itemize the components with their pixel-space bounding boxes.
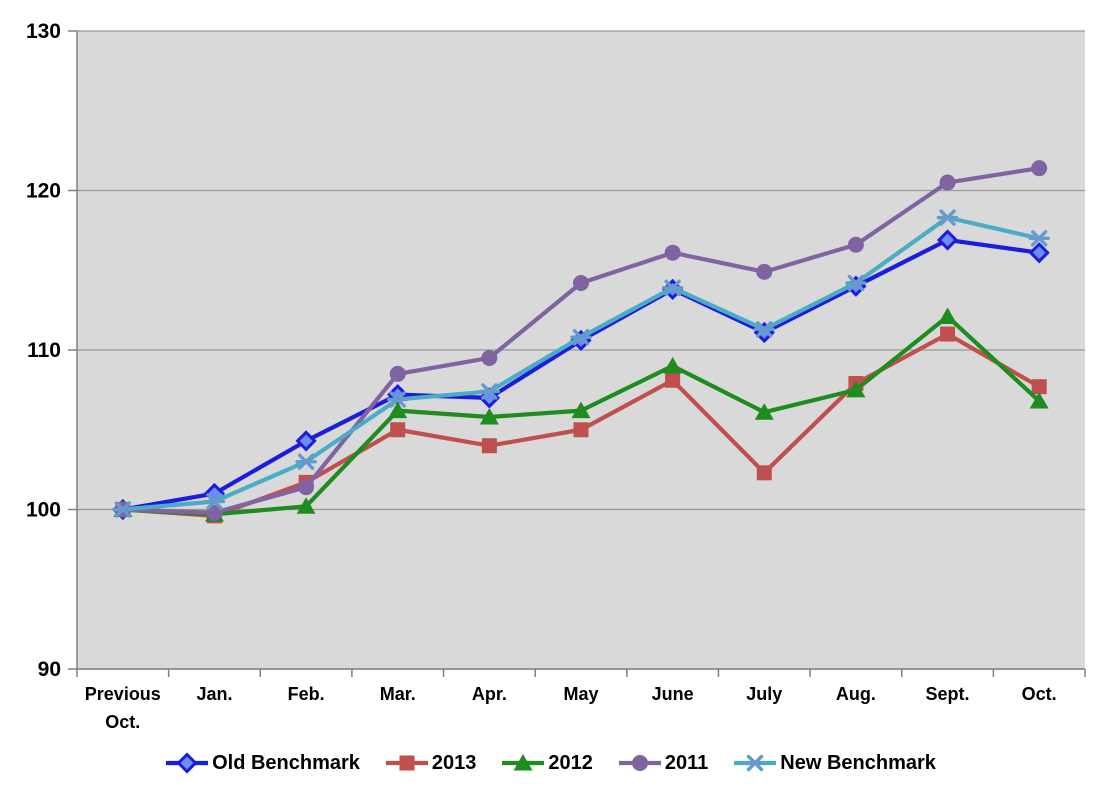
legend-label: 2012 bbox=[548, 751, 593, 774]
x-tick-label: Oct. bbox=[1022, 684, 1057, 704]
data-point-2011-7 bbox=[756, 263, 773, 280]
y-tick-label: 110 bbox=[27, 339, 61, 362]
data-point-new-benchmark-4 bbox=[478, 383, 501, 400]
data-point-old-benchmark-2 bbox=[295, 430, 317, 452]
data-point-2012-3 bbox=[388, 401, 408, 419]
data-point-2012-5 bbox=[571, 401, 591, 419]
data-point-2012-6 bbox=[663, 356, 683, 374]
x-tick-label: Aug. bbox=[836, 684, 876, 704]
data-point-2011-5 bbox=[573, 275, 589, 292]
data-point-2013-3 bbox=[390, 422, 406, 438]
data-point-2013-4 bbox=[481, 438, 497, 454]
asterisk-marker bbox=[744, 754, 766, 772]
y-tick-label: 120 bbox=[26, 180, 61, 203]
data-point-2012-10 bbox=[1029, 392, 1049, 409]
data-point-2012-2 bbox=[296, 497, 316, 514]
legend-item-new-benchmark[interactable]: New Benchmark bbox=[732, 750, 936, 776]
data-point-2011-9 bbox=[939, 174, 956, 191]
data-point-2011-10 bbox=[1031, 160, 1048, 177]
x-tick-label: May bbox=[563, 684, 598, 704]
legend-label: 2013 bbox=[431, 751, 477, 774]
circle-marker bbox=[631, 755, 648, 771]
legend-label: New Benchmark bbox=[780, 751, 936, 774]
data-point-2012-9 bbox=[938, 307, 958, 325]
data-point-2012-7 bbox=[754, 403, 774, 420]
legend-item-2013[interactable]: 2013 bbox=[384, 750, 477, 776]
x-tick-label: Mar. bbox=[380, 684, 416, 704]
data-point-new-benchmark-10 bbox=[1028, 230, 1050, 247]
data-point-new-benchmark-5 bbox=[570, 329, 592, 346]
data-point-2013-10 bbox=[1031, 379, 1047, 395]
x-tick-label: Feb. bbox=[288, 684, 325, 704]
data-point-2011-8 bbox=[847, 236, 864, 253]
data-point-new-benchmark-9 bbox=[936, 209, 959, 226]
y-tick-label: 90 bbox=[38, 658, 61, 681]
x-tick-label: Sept. bbox=[926, 684, 970, 704]
data-point-2013-9 bbox=[940, 326, 956, 342]
data-point-2012-8 bbox=[846, 380, 866, 398]
data-point-2013-5 bbox=[573, 422, 589, 438]
legend-item-old-benchmark[interactable]: Old Benchmark bbox=[164, 750, 360, 776]
x-tick-label: Previous Oct. bbox=[85, 684, 161, 732]
data-point-2013-7 bbox=[756, 465, 772, 481]
data-point-2012-4 bbox=[479, 407, 499, 425]
legend-key-diamond-icon bbox=[166, 752, 209, 774]
x-tick-label: June bbox=[652, 684, 694, 704]
data-point-old-benchmark-10 bbox=[1028, 242, 1050, 264]
legend-label: 2011 bbox=[664, 751, 709, 774]
data-point-2013-6 bbox=[665, 372, 681, 388]
legend-label: Old Benchmark bbox=[212, 751, 360, 774]
x-tick-label: Apr. bbox=[472, 684, 507, 704]
x-tick-label: Jan. bbox=[196, 684, 232, 704]
data-point-2011-6 bbox=[664, 244, 681, 261]
square-marker bbox=[399, 755, 415, 771]
triangle-marker bbox=[513, 754, 533, 771]
y-tick-label: 130 bbox=[26, 20, 61, 43]
data-point-new-benchmark-1 bbox=[203, 493, 226, 510]
data-point-new-benchmark-6 bbox=[661, 279, 684, 296]
legend-key-asterisk-icon bbox=[734, 754, 777, 772]
x-tick-label: July bbox=[746, 684, 782, 704]
legend-key-triangle-icon bbox=[502, 754, 545, 771]
data-point-2011-4 bbox=[481, 349, 498, 366]
diamond-marker bbox=[176, 752, 198, 774]
legend-key-circle-icon bbox=[618, 755, 661, 771]
data-point-new-benchmark-3 bbox=[387, 391, 409, 408]
data-point-old-benchmark-9 bbox=[936, 229, 959, 251]
data-point-new-benchmark-0 bbox=[112, 501, 134, 518]
data-point-2011-2 bbox=[298, 479, 315, 496]
data-point-2011-3 bbox=[389, 365, 406, 382]
data-point-new-benchmark-2 bbox=[295, 453, 317, 470]
data-point-new-benchmark-8 bbox=[845, 274, 867, 292]
legend-item-2011[interactable]: 2011 bbox=[617, 750, 708, 776]
series-markers-new-benchmark bbox=[112, 209, 1050, 518]
chart-legend: Old Benchmark 2013 2012 2011 New Benchmark bbox=[0, 750, 1100, 776]
data-point-new-benchmark-7 bbox=[753, 321, 775, 338]
legend-key-square-icon bbox=[385, 755, 428, 771]
y-tick-label: 100 bbox=[26, 499, 61, 522]
legend-item-2012[interactable]: 2012 bbox=[500, 750, 593, 776]
data-point-2011-1 bbox=[206, 504, 223, 521]
